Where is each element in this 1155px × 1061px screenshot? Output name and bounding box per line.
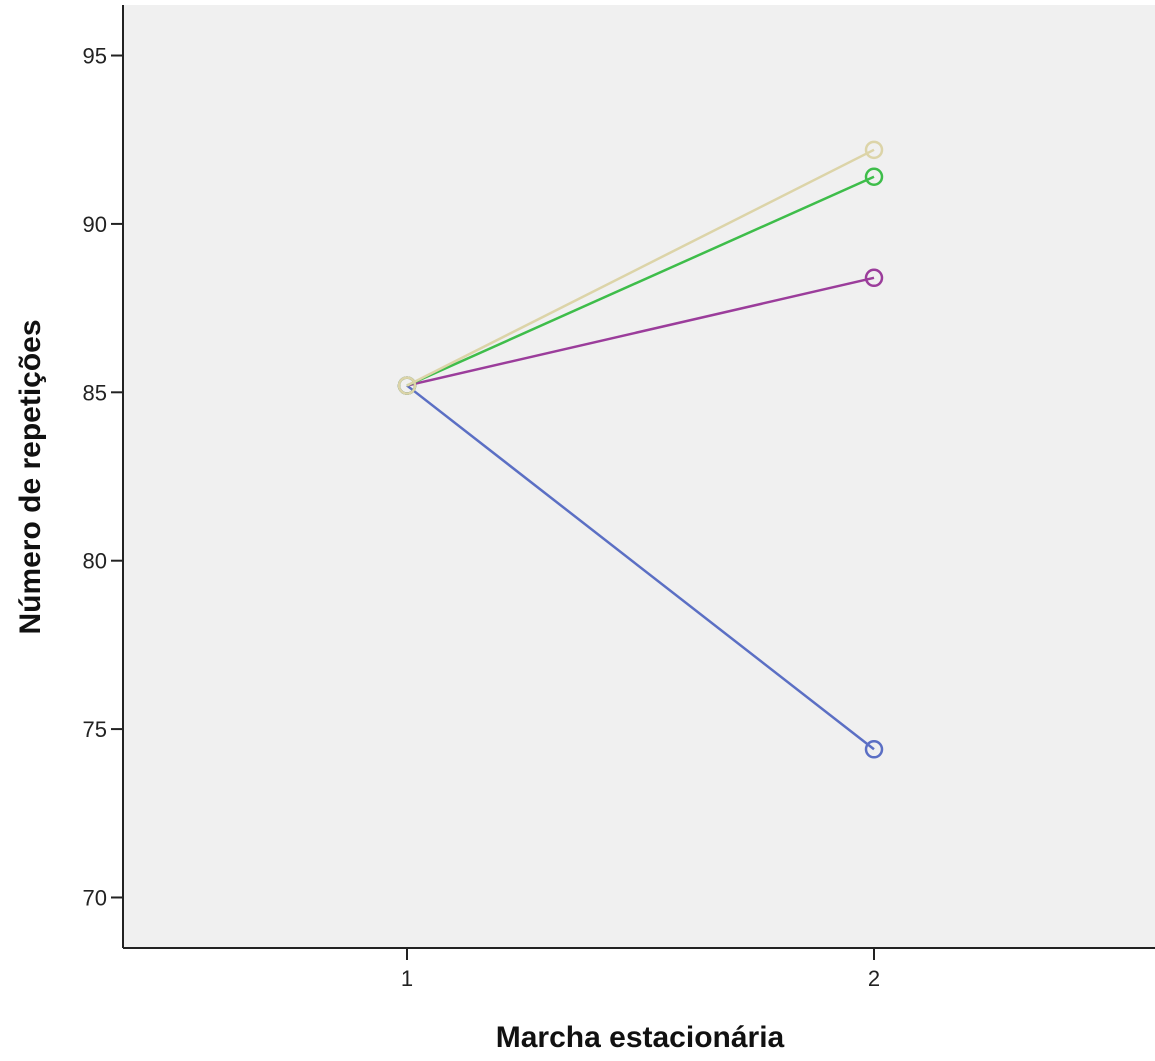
- y-tick-label: 95: [83, 44, 107, 69]
- series-line: [406, 384, 875, 751]
- data-point-marker: [397, 376, 417, 395]
- y-tick-label: 75: [83, 717, 107, 742]
- y-tick-label: 80: [83, 549, 107, 574]
- y-tick-label: 85: [83, 380, 107, 405]
- x-tick-label: 1: [401, 966, 413, 991]
- data-point-marker: [864, 268, 884, 288]
- y-axis-title: Número de repetições: [14, 319, 47, 634]
- x-axis-title: Marcha estacionária: [496, 1021, 785, 1054]
- data-point-marker: [864, 167, 884, 187]
- series-line: [406, 175, 875, 387]
- y-tick-label: 70: [83, 885, 107, 910]
- series-line: [406, 148, 875, 387]
- data-point-marker: [864, 140, 884, 160]
- series-layer: [397, 140, 884, 759]
- series-line: [406, 276, 875, 387]
- plot-area: [123, 5, 1155, 948]
- y-tick-label: 90: [83, 212, 107, 237]
- data-point-marker: [864, 740, 884, 759]
- x-tick-label: 2: [868, 966, 880, 991]
- y-axis-ticks: 70 75 80 85 90 95: [83, 44, 123, 910]
- series-4: [397, 140, 884, 395]
